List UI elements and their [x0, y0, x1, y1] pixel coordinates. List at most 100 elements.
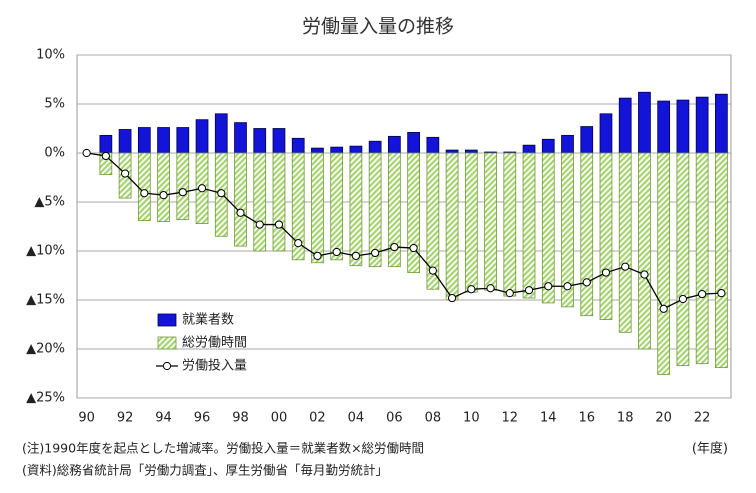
bar [330, 152, 344, 261]
line-point [582, 278, 591, 287]
x-tick-label: 22 [694, 411, 711, 426]
line-point [544, 282, 553, 291]
bar [368, 152, 382, 268]
bar [638, 152, 651, 350]
line-point [505, 289, 514, 298]
line-point [698, 290, 707, 299]
line-point [82, 148, 91, 158]
line-point [678, 294, 688, 304]
x-tick-label: 98 [232, 411, 249, 426]
bar [618, 97, 632, 154]
legend-swatch [157, 313, 177, 327]
bar [426, 152, 440, 290]
y-tick-label: ▲5% [34, 195, 65, 210]
line-point [390, 242, 399, 252]
legend-label: 就業者数 [182, 312, 234, 328]
bar [541, 138, 555, 154]
bar [388, 152, 401, 268]
bar [638, 91, 651, 154]
x-tick-label: 02 [309, 411, 326, 426]
x-tick-label: 96 [194, 411, 211, 426]
line-point [351, 251, 361, 260]
line-point [120, 169, 130, 178]
bar [580, 126, 594, 154]
bar [426, 136, 440, 154]
line-point [447, 293, 457, 303]
y-tick-label: ▲25% [26, 391, 65, 406]
bar [445, 152, 459, 301]
bar [195, 119, 209, 154]
bar [234, 152, 247, 247]
line-point [467, 285, 476, 294]
bar [253, 128, 267, 154]
line-point [274, 220, 284, 229]
bar [349, 152, 363, 267]
bar [695, 152, 709, 365]
x-tick-label: 94 [155, 411, 172, 426]
legend-label: 総労働時間 [182, 336, 247, 351]
line-point [159, 191, 168, 200]
line-point [217, 189, 226, 198]
line-point [332, 247, 341, 257]
bar [561, 134, 574, 154]
bar [157, 152, 170, 222]
line-point [428, 266, 437, 275]
bar [272, 128, 286, 154]
line-point [717, 289, 726, 298]
bar [291, 152, 305, 261]
bar [657, 100, 671, 154]
bar [349, 145, 363, 154]
line-point [255, 220, 264, 229]
line [86, 152, 722, 310]
bar [311, 147, 324, 154]
x-axis-label: (年度) [692, 441, 728, 457]
line-point [197, 184, 207, 193]
line-point [371, 248, 380, 258]
y-tick-label: ▲10% [26, 244, 65, 259]
bar [522, 144, 536, 154]
bar [311, 152, 324, 264]
bar [99, 134, 113, 154]
line-point [563, 282, 572, 291]
x-tick-label: 08 [425, 411, 442, 426]
bar [715, 152, 728, 369]
line-point [140, 189, 149, 198]
bar [561, 152, 574, 308]
legend-swatch [157, 336, 177, 350]
bar [522, 152, 536, 299]
bar [503, 152, 517, 297]
bar [234, 122, 247, 154]
line-point [178, 188, 187, 197]
bar [407, 132, 420, 154]
bar [445, 149, 459, 154]
bar [484, 152, 497, 291]
line-point [601, 268, 611, 277]
bar [407, 152, 420, 273]
bar [330, 146, 344, 154]
legend-swatch [162, 361, 172, 371]
line-point [294, 239, 303, 248]
line-point [621, 262, 630, 271]
bar [541, 152, 555, 304]
line-point [313, 251, 322, 260]
y-tick-label: ▲15% [26, 293, 65, 308]
x-tick-label: 12 [502, 411, 519, 426]
chart-title: 労働量入量の推移 [302, 16, 454, 38]
bar [599, 152, 613, 321]
note: (資料)総務省統計局「労働力調査」、厚生労働省「毎月勤労統計」 [22, 463, 388, 478]
bar [715, 93, 728, 154]
x-tick-label: 18 [617, 411, 634, 426]
x-tick-label: 00 [271, 411, 288, 426]
y-tick-label: 0% [44, 146, 65, 161]
bar [695, 96, 709, 154]
line-point [524, 286, 534, 295]
line-point [640, 270, 649, 279]
x-tick-label: 20 [655, 411, 672, 426]
bar [676, 99, 690, 154]
bar [676, 152, 690, 367]
x-tick-label: 04 [348, 411, 365, 426]
bar [291, 137, 305, 154]
y-tick-label: ▲20% [26, 342, 65, 357]
x-tick-label: 14 [540, 411, 557, 426]
